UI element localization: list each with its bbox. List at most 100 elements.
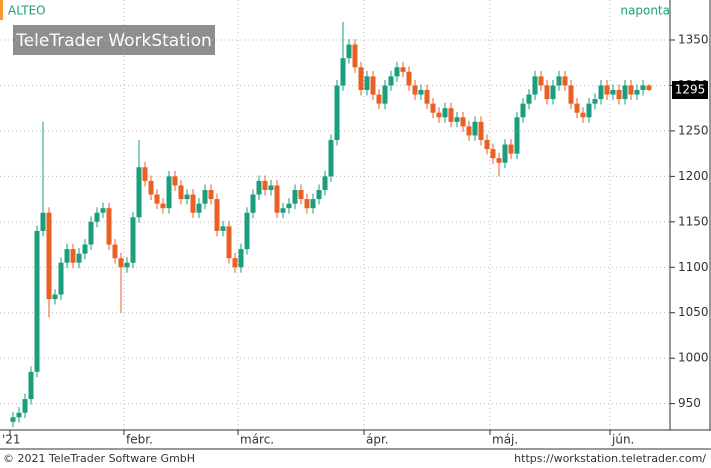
x-tick-label: márc. xyxy=(240,433,274,447)
candle-body xyxy=(154,194,160,204)
candle-body xyxy=(460,117,466,127)
candle-body xyxy=(514,117,520,154)
candle-body xyxy=(616,90,622,100)
candle-body xyxy=(142,167,148,181)
candle-body xyxy=(568,85,574,104)
candle-body xyxy=(22,399,28,413)
candle-body xyxy=(136,167,142,218)
candle-body xyxy=(310,199,316,209)
candle-body xyxy=(352,44,358,68)
candle-body xyxy=(472,121,478,136)
candle-body xyxy=(232,258,238,268)
candle-body xyxy=(286,203,292,209)
candle-body xyxy=(580,112,586,118)
candle-body xyxy=(292,190,298,204)
candle-body xyxy=(76,253,82,263)
candle-body xyxy=(586,103,592,118)
candle-body xyxy=(112,244,118,259)
candle-body xyxy=(430,103,436,113)
candle-body xyxy=(496,158,502,163)
candle-body xyxy=(388,76,394,86)
y-tick-label: 1150 xyxy=(678,214,709,228)
chart-title: ALTEO xyxy=(8,4,46,18)
candle-body xyxy=(394,67,400,77)
symbol-marker xyxy=(0,0,3,20)
candle-body xyxy=(532,76,538,95)
y-tick-label: 1050 xyxy=(678,305,709,319)
y-tick-label: 1100 xyxy=(678,260,709,274)
candle-body xyxy=(196,203,202,213)
candle-body xyxy=(574,103,580,113)
candle-body xyxy=(214,199,220,231)
candle-body xyxy=(598,85,604,100)
candle-body xyxy=(106,208,112,245)
candle-body xyxy=(508,144,514,154)
candle-body xyxy=(556,76,562,86)
candle-body xyxy=(424,90,430,104)
x-tick-label: ápr. xyxy=(366,433,389,447)
y-tick-label: 1250 xyxy=(678,123,709,137)
logo-box xyxy=(13,25,215,55)
candle-body xyxy=(418,90,424,95)
candle-body xyxy=(382,85,388,104)
candle-body xyxy=(208,190,214,200)
candle-body xyxy=(562,76,568,86)
candle-body xyxy=(178,185,184,200)
candle-body xyxy=(64,249,70,263)
candle-body xyxy=(646,85,652,90)
candle-body xyxy=(448,108,454,122)
candle-body xyxy=(364,76,370,90)
candle-body xyxy=(538,76,544,86)
candle-body xyxy=(70,249,76,263)
candle-body xyxy=(94,212,100,222)
candle-body xyxy=(220,226,226,231)
candle-body xyxy=(34,230,40,372)
candle-body xyxy=(262,180,268,190)
candle-body xyxy=(544,85,550,100)
candle-body xyxy=(298,190,304,200)
candle-body xyxy=(466,126,472,136)
candle-body xyxy=(226,226,232,259)
candle-body xyxy=(346,44,352,59)
candle-body xyxy=(280,208,286,213)
candle-body xyxy=(370,76,376,95)
candle-body xyxy=(358,67,364,90)
candle-body xyxy=(520,103,526,118)
interval-label: naponta xyxy=(620,4,670,18)
x-tick-label: '21 xyxy=(2,433,21,447)
candle-body xyxy=(454,117,460,122)
candle-body xyxy=(328,140,334,177)
candle-body xyxy=(82,244,88,254)
candle-body xyxy=(604,85,610,95)
candle-body xyxy=(124,262,130,268)
candle-body xyxy=(268,185,274,190)
candle-body xyxy=(190,194,196,213)
candle-body xyxy=(412,85,418,95)
candle-body xyxy=(316,190,322,200)
candle-body xyxy=(610,90,616,95)
x-tick-label: febr. xyxy=(126,433,153,447)
candle-body xyxy=(244,212,250,250)
candle-body xyxy=(46,212,52,300)
candle-body xyxy=(52,294,58,300)
candle-body xyxy=(526,94,532,104)
x-tick-label: máj. xyxy=(492,433,518,447)
last-value-label: 1295 xyxy=(675,83,706,97)
candle-body xyxy=(238,249,244,268)
candle-body xyxy=(478,121,484,140)
logo: TeleTrader WorkStation xyxy=(15,31,212,51)
candle-body xyxy=(256,180,262,195)
candle-body xyxy=(118,258,124,268)
candle-body xyxy=(202,190,208,204)
candle-body xyxy=(88,221,94,245)
candle-body xyxy=(130,217,136,263)
candle-body xyxy=(10,417,16,422)
candle-body xyxy=(406,71,412,86)
url: https://workstation.teletrader.com/ xyxy=(514,452,706,465)
candle-body xyxy=(550,85,556,100)
candle-body xyxy=(490,149,496,159)
candle-body xyxy=(622,85,628,100)
candle-body xyxy=(502,144,508,163)
